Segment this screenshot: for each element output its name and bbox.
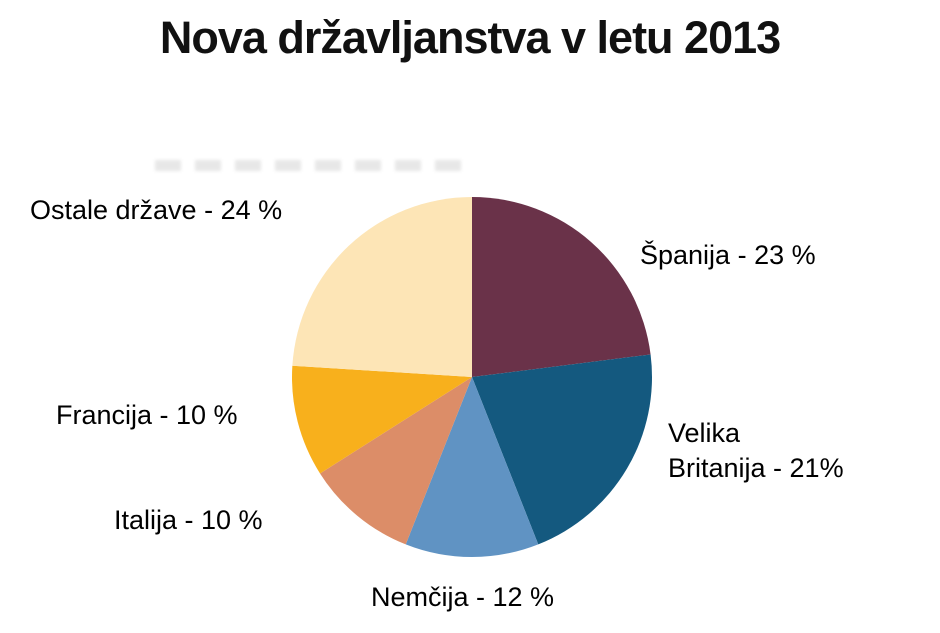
slice-label-velika-britanija: Velika Britanija - 21% [668, 418, 844, 484]
pie-slice-2 [405, 377, 539, 557]
pie-slice-4 [292, 365, 472, 474]
slice-label-francija: Francija - 10 % [56, 400, 238, 430]
pie-slice-3 [320, 377, 472, 545]
erased-text-artifact [155, 160, 470, 171]
slice-label-nemcija: Nemčija - 12 % [371, 582, 555, 612]
pie-slice-0 [472, 197, 651, 377]
chart-title: Nova državljanstva v letu 2013 [159, 12, 781, 63]
pie-slice-5 [292, 197, 472, 377]
slice-label-ostale-drzave: Ostale države - 24 % [30, 195, 283, 225]
pie-slice-1 [472, 354, 652, 545]
slice-label-spanija: Španija - 23 % [640, 240, 816, 270]
slice-label-italija: Italija - 10 % [114, 505, 263, 535]
